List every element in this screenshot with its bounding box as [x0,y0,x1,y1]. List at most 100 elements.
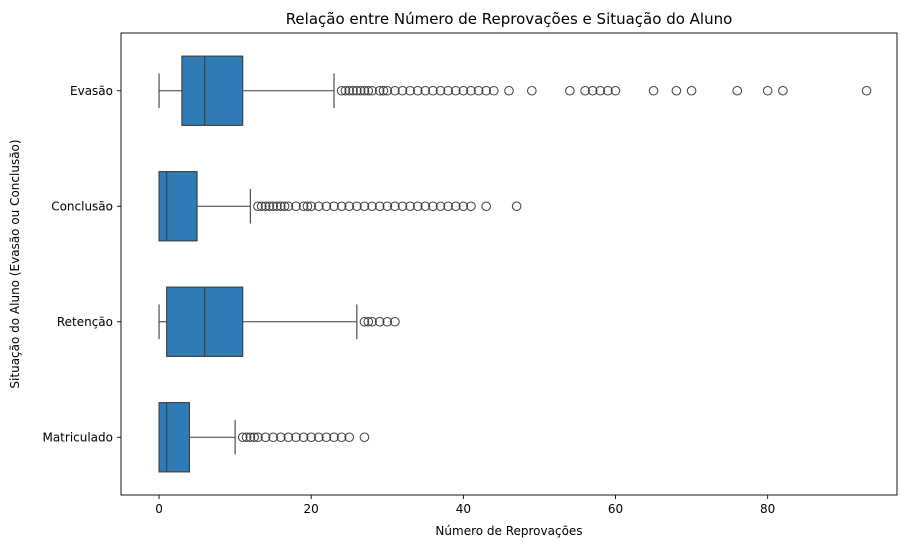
outlier-point [363,316,374,327]
outlier-point [778,85,788,96]
outlier-point [260,201,271,212]
outlier-point [762,85,773,96]
outlier-point [603,85,613,96]
outlier-point [348,85,358,96]
outlier-point [298,432,309,443]
outlier-point [382,85,393,96]
outlier-point [359,85,370,96]
outlier-point [450,85,461,96]
outlier-point [450,201,461,212]
outlier-point [352,201,362,212]
outlier-point [374,201,385,212]
outlier-point [686,85,697,96]
outlier-point [374,85,385,96]
outlier-point [329,201,339,212]
outlier-point [359,201,370,212]
outlier-point [352,85,362,96]
outlier-point [314,432,324,443]
y-axis-label: Situação do Aluno (Evasão ou Conclusão) [8,139,22,388]
outlier-point [595,85,606,96]
outlier-point [363,85,374,96]
outlier-point [329,432,339,443]
outlier-point [648,85,659,96]
x-axis-label: Número de Reprovações [435,524,582,538]
outlier-point [435,85,446,96]
outlier-point [405,201,415,212]
x-tick-label: 20 [304,502,319,516]
outlier-point [340,85,351,96]
outlier-point [420,85,431,96]
outlier-point [527,85,537,96]
outlier-point [443,201,453,212]
outlier-point [397,85,408,96]
outlier-point [256,201,267,212]
plot-frame [120,32,898,496]
outlier-point [275,201,286,212]
outlier-point [466,201,476,212]
outlier-point [260,432,271,443]
y-tick-label: Conclusão [51,199,113,213]
outlier-point [291,201,301,212]
y-tick-label: Matriculado [42,430,113,444]
outlier-point [397,201,408,212]
outlier-point [435,201,446,212]
outlier-point [344,85,355,96]
outlier-point [249,432,259,443]
y-tick-label: Evasão [70,84,113,98]
outlier-point [390,201,400,212]
outlier-point [283,201,294,212]
outlier-point [405,85,415,96]
outlier-point [268,201,278,212]
outlier-point [378,85,389,96]
outlier-point [367,316,377,327]
outlier-point [481,85,491,96]
outlier-point [481,201,491,212]
outlier-point [428,201,438,212]
outlier-point [587,85,598,96]
outlier-point [264,201,275,212]
outlier-point [253,201,263,212]
outlier-point [671,85,682,96]
box-iqr [181,55,244,126]
outlier-point [580,85,590,96]
outlier-point [374,316,385,327]
outlier-point [237,432,248,443]
outlier-point [314,201,324,212]
outlier-point [344,201,355,212]
outlier-point [732,85,743,96]
outlier-point [253,432,263,443]
outlier-point [382,316,393,327]
outlier-point [306,432,316,443]
outlier-point [390,85,400,96]
outlier-point [504,85,514,96]
outlier-point [367,201,377,212]
outlier-point [336,85,347,96]
x-tick-label: 80 [760,502,775,516]
outlier-point [382,201,393,212]
x-tick-label: 0 [155,502,163,516]
outlier-point [306,201,316,212]
outlier-point [241,432,252,443]
outlier-point [610,85,621,96]
outlier-point [359,432,370,443]
box-iqr [158,171,198,242]
box-group [158,286,400,357]
box-group [158,402,370,473]
y-tick-label: Retenção [57,315,113,329]
outlier-point [272,201,282,212]
outlier-point [473,85,484,96]
outlier-point [245,432,256,443]
outlier-point [291,432,301,443]
chart-title: Relação entre Número de Reprovações e Si… [286,10,733,28]
outlier-point [428,85,438,96]
outlier-point [344,432,355,443]
box-iqr [158,402,191,473]
outlier-point [275,432,286,443]
outlier-point [458,201,469,212]
box-group [158,55,872,126]
outlier-point [359,316,370,327]
outlier-point [458,85,469,96]
outlier-point [321,201,332,212]
outlier-point [488,85,499,96]
